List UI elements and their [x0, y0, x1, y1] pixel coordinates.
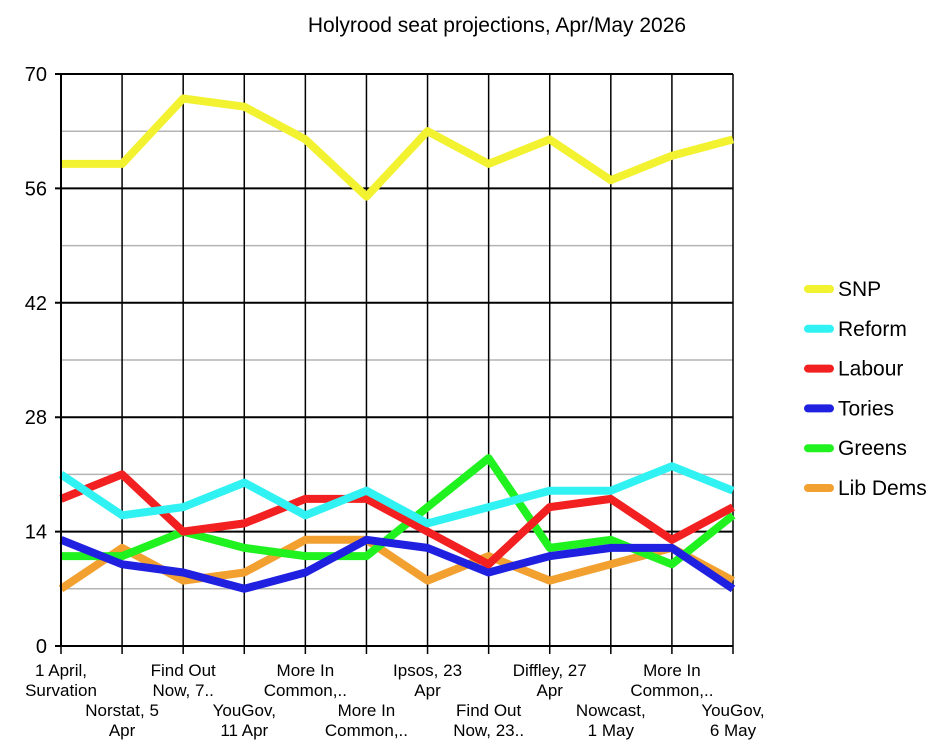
x-tick-label: Find Out Now, 7.. — [151, 661, 216, 700]
x-tick-label-line: Survation — [25, 681, 97, 700]
x-tick-label: Ipsos, 23 Apr — [393, 661, 462, 700]
x-tick-label-line: More In — [338, 701, 396, 720]
series-lines — [58, 94, 736, 593]
x-tick-label-line: Nowcast, — [576, 701, 646, 720]
x-tick-label-line: Find Out — [456, 701, 521, 720]
x-tick-label-line: Common,.. — [630, 681, 713, 700]
legend-label-reform: Reform — [838, 318, 907, 341]
x-tick-label: YouGov, 11 Apr — [213, 701, 276, 740]
y-axis-ticks: 0 14 28 42 56 70 — [25, 64, 47, 658]
legend: SNP Reform Labour Tories Greens Lib Dems — [804, 278, 927, 500]
chart-title: Holyrood seat projections, Apr/May 2026 — [308, 14, 686, 37]
x-tick-label-line: Common,.. — [264, 681, 347, 700]
x-tick-label-line: Now, 7.. — [152, 681, 213, 700]
series-line-reform — [58, 462, 735, 528]
series-line-snp — [61, 94, 735, 201]
x-tick-label: More In Common,.. — [630, 661, 713, 700]
x-tick-label-line: Find Out — [151, 661, 216, 680]
legend-label-snp: SNP — [838, 278, 881, 301]
x-tick-label: YouGov, 6 May — [701, 701, 764, 740]
x-tick-label: More In Common,.. — [264, 661, 347, 700]
x-tick-label-line: Apr — [536, 681, 563, 700]
x-tick-label-line: 6 May — [710, 721, 757, 740]
x-tick-label-line: YouGov, — [213, 701, 276, 720]
y-tick-label: 70 — [25, 64, 47, 86]
x-tick-label-line: Now, 23.. — [453, 721, 524, 740]
y-tick-label: 28 — [25, 407, 47, 429]
x-tick-label-line: Diffley, 27 — [513, 661, 587, 680]
legend-label-lib-dems: Lib Dems — [838, 477, 927, 500]
x-tick-label: Norstat, 5 Apr — [85, 701, 159, 740]
y-tick-label: 0 — [36, 636, 47, 658]
x-tick-label-line: Apr — [109, 721, 136, 740]
x-tick-label: Nowcast, 1 May — [576, 701, 646, 740]
x-tick-label-line: More In — [643, 661, 701, 680]
series-line-labour — [59, 470, 735, 569]
series-line-tories — [59, 535, 736, 593]
x-tick-label: Diffley, 27 Apr — [513, 661, 587, 700]
x-tick-label-line: 1 May — [588, 721, 635, 740]
x-tick-label: Find Out Now, 23.. — [453, 701, 524, 740]
legend-label-labour: Labour — [838, 358, 903, 381]
y-tick-label: 42 — [25, 293, 47, 315]
y-tick-label: 14 — [25, 522, 47, 544]
x-tick-label-line: YouGov, — [701, 701, 764, 720]
x-tick-label: More In Common,.. — [325, 701, 408, 740]
x-tick-label: 1 April, Survation — [25, 661, 97, 700]
x-tick-label-line: Norstat, 5 — [85, 701, 159, 720]
x-tick-label-line: 11 Apr — [220, 721, 268, 740]
axes — [55, 74, 733, 647]
x-tick-label-line: Apr — [414, 681, 441, 700]
legend-label-greens: Greens — [838, 437, 907, 460]
x-tick-label-line: Ipsos, 23 — [393, 661, 462, 680]
x-tick-label-line: Common,.. — [325, 721, 408, 740]
x-tick-label-line: 1 April, — [35, 661, 87, 680]
series-line-greens — [61, 454, 736, 569]
x-tick-label-line: More In — [277, 661, 335, 680]
legend-label-tories: Tories — [838, 397, 894, 420]
y-tick-label: 56 — [25, 178, 47, 200]
